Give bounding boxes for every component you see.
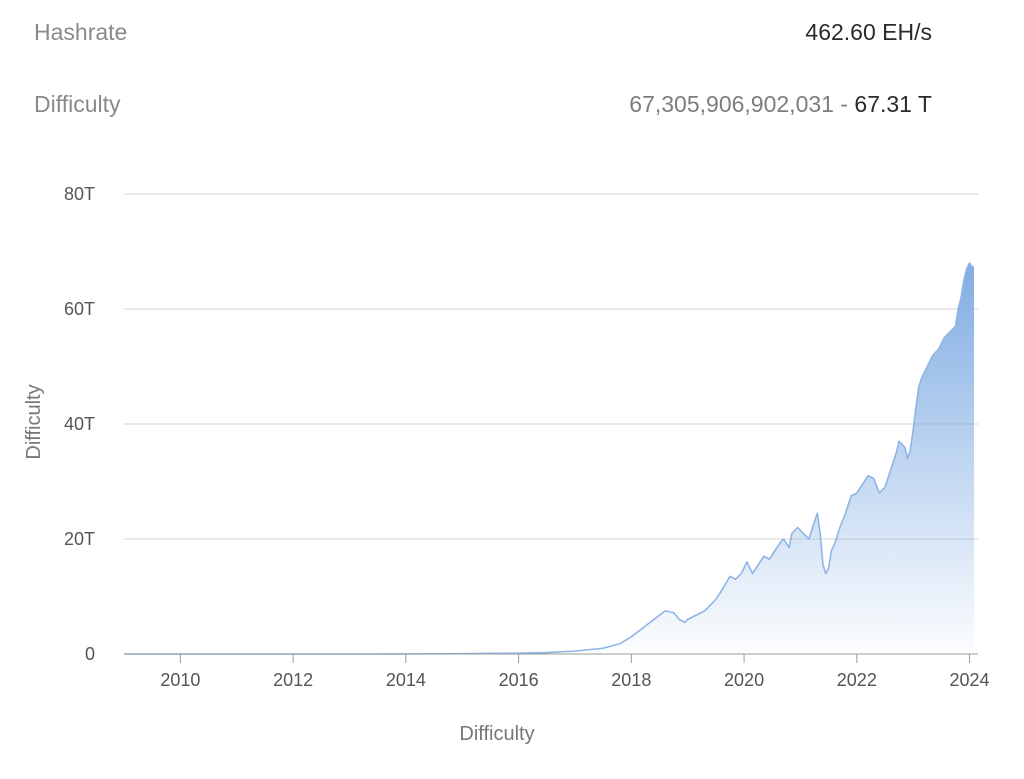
series-line xyxy=(124,262,975,655)
x-axis-title: Difficulty xyxy=(459,723,534,745)
area-fill xyxy=(124,263,975,654)
hashrate-row: Hashrate 462.60 EH/s xyxy=(34,14,932,50)
y-tick-label: 20T xyxy=(64,529,95,549)
x-tick-label: 2016 xyxy=(499,670,539,690)
x-tick-label: 2018 xyxy=(611,670,651,690)
grid-lines xyxy=(124,193,978,540)
y-tick-label: 60T xyxy=(64,299,95,319)
x-tick-label: 2012 xyxy=(273,670,313,690)
difficulty-label: Difficulty xyxy=(34,90,121,117)
y-axis-title: Difficulty xyxy=(23,384,45,459)
y-tick-label: 40T xyxy=(64,414,95,434)
x-tick-label: 2020 xyxy=(724,670,764,690)
x-tick-label: 2024 xyxy=(950,670,990,690)
hashrate-value: 462.60 EH/s xyxy=(805,18,932,45)
difficulty-row: Difficulty 67,305,906,902,031 - 67.31 T xyxy=(34,86,932,122)
difficulty-separator: - xyxy=(833,90,855,117)
x-tick-label: 2014 xyxy=(386,670,426,690)
x-tick-label: 2022 xyxy=(837,670,877,690)
x-axis: 2010 2012 2014 2016 2018 2020 2022 2024 xyxy=(124,653,990,690)
difficulty-value: 67,305,906,902,031 - 67.31 T xyxy=(629,91,932,118)
y-tick-label: 80T xyxy=(64,184,95,204)
y-axis-tick-labels: 0 20T 40T 60T 80T xyxy=(64,184,95,664)
y-tick-label: 0 xyxy=(85,644,95,664)
x-tick-label: 2010 xyxy=(160,670,200,690)
hashrate-label: Hashrate xyxy=(34,18,128,45)
difficulty-raw-value: 67,305,906,902,031 xyxy=(629,90,834,117)
difficulty-short-value: 67.31 T xyxy=(854,90,932,117)
plot-area xyxy=(124,262,975,655)
